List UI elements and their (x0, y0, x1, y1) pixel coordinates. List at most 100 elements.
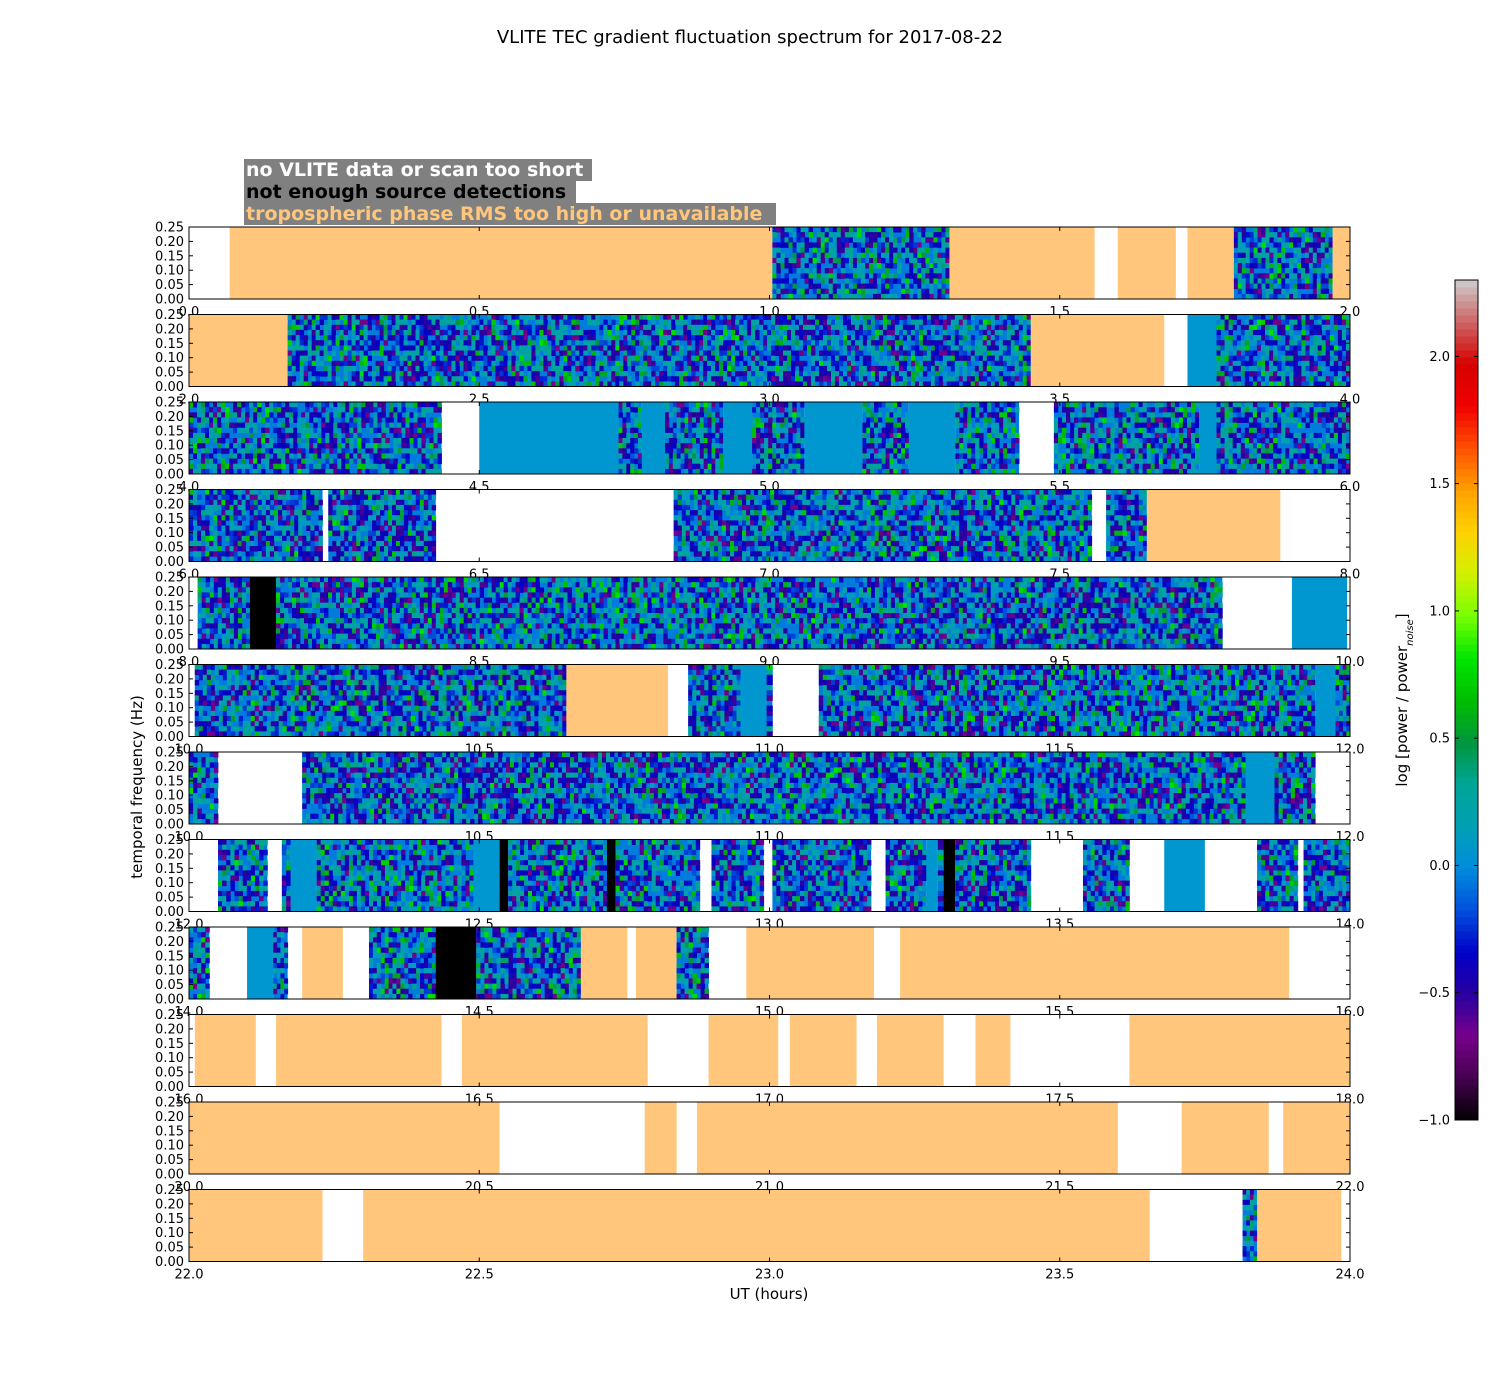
spectrum-cell (523, 340, 528, 346)
spectrum-cell (831, 381, 836, 387)
spectrum-cell (281, 463, 286, 470)
spectrum-cell (771, 350, 776, 356)
spectrum-cell (297, 432, 302, 439)
spectrum-cell (942, 345, 948, 351)
spectrum-cell (665, 427, 670, 434)
spectrum-cell (847, 381, 852, 387)
spectrum-cell (345, 427, 350, 434)
spectrum-cell (591, 329, 596, 336)
spectrum-cell (978, 376, 984, 382)
spectrum-cell (889, 283, 894, 290)
spectrum-cell (901, 293, 906, 300)
spectrum-cell (1313, 340, 1318, 346)
spectrum-cell (800, 417, 805, 423)
spectrum-cell (752, 438, 757, 444)
spectrum-cell (523, 319, 528, 326)
spectrum-cell (387, 335, 392, 341)
spectrum-cell (381, 448, 386, 454)
spectrum-cell (719, 319, 724, 326)
spectrum-cell (403, 355, 408, 362)
spectrum-cell (739, 381, 744, 387)
spectrum-cell (906, 335, 912, 341)
spectrum-cell (205, 453, 210, 459)
spectrum-cell (519, 371, 524, 377)
spectrum-cell (816, 293, 822, 300)
spectrum-cell (423, 335, 428, 341)
spectrum-cell (349, 422, 354, 429)
spectrum-cell (921, 257, 926, 264)
spectrum-cell (1158, 438, 1164, 444)
spectrum-cell (241, 463, 246, 470)
spectrum-cell (451, 345, 456, 351)
spectrum-cell (715, 468, 720, 475)
spectrum-cell (909, 227, 914, 233)
spectrum-cell (667, 355, 672, 362)
spectrum-cell (357, 402, 362, 408)
spectrum-cell (197, 412, 202, 418)
spectrum-cell (954, 371, 960, 377)
segment-tropo-high (1117, 227, 1176, 299)
spectrum-cell (703, 365, 708, 372)
spectrum-cell (411, 365, 416, 372)
spectrum-cell (595, 360, 600, 367)
spectrum-cell (1313, 335, 1318, 341)
spectrum-cell (1082, 463, 1087, 470)
spectrum-cell (836, 242, 842, 248)
spectrum-cell (341, 422, 346, 429)
spectrum-cell (495, 335, 500, 341)
spectrum-cell (397, 402, 402, 408)
spectrum-cell (329, 417, 334, 423)
spectrum-cell (1102, 438, 1107, 444)
spectrum-cell (851, 324, 856, 331)
spectrum-cell (431, 355, 436, 362)
spectrum-cell (287, 340, 293, 346)
spectrum-cell (862, 381, 868, 387)
spectrum-cell (1216, 324, 1221, 331)
spectrum-cell (760, 412, 765, 418)
spectrum-cell (245, 468, 250, 475)
spectrum-cell (277, 468, 282, 475)
y-tick-label: 0.00 (155, 380, 184, 395)
spectrum-cell (503, 345, 508, 351)
spectrum-cell (667, 381, 672, 387)
spectrum-cell (1066, 463, 1071, 470)
spectrum-cell (443, 365, 448, 372)
spectrum-cell (249, 443, 254, 449)
spectrum-cell (1252, 324, 1258, 331)
spectrum-cell (1090, 468, 1095, 475)
spectrum-cell (1114, 438, 1119, 444)
spectrum-cell (893, 252, 898, 259)
spectrum-cell (990, 345, 996, 351)
spectrum-cell (860, 268, 866, 274)
spectrum-cell (443, 376, 448, 382)
spectrum-cell (1138, 402, 1143, 408)
spectrum-cell (503, 360, 508, 367)
spectrum-cell (848, 263, 854, 269)
spectrum-cell (1316, 237, 1322, 243)
spectrum-cell (910, 329, 916, 336)
spectrum-cell (970, 335, 976, 341)
spectrum-cell (860, 237, 866, 243)
spectrum-cell (959, 468, 964, 475)
spectrum-cell (331, 376, 336, 382)
spectrum-cell (1236, 355, 1242, 362)
spectrum-cell (668, 438, 674, 444)
spectrum-cell (409, 448, 414, 454)
spectrum-cell (631, 324, 636, 331)
spectrum-cell (776, 283, 781, 290)
spectrum-cell (811, 314, 816, 320)
spectrum-cell (209, 427, 214, 434)
spectrum-cell (897, 417, 902, 423)
spectrum-cell (349, 407, 354, 413)
spectrum-cell (409, 432, 414, 439)
spectrum-cell (377, 443, 382, 449)
spectrum-cell (634, 438, 639, 444)
spectrum-cell (575, 350, 580, 356)
spectrum-cell (823, 345, 828, 351)
spectrum-cell (627, 360, 632, 367)
spectrum-cell (958, 319, 964, 326)
spectrum-cell (355, 371, 360, 377)
spectrum-cell (1305, 273, 1310, 279)
spectrum-cell (315, 345, 320, 351)
spectrum-cell (634, 468, 639, 475)
